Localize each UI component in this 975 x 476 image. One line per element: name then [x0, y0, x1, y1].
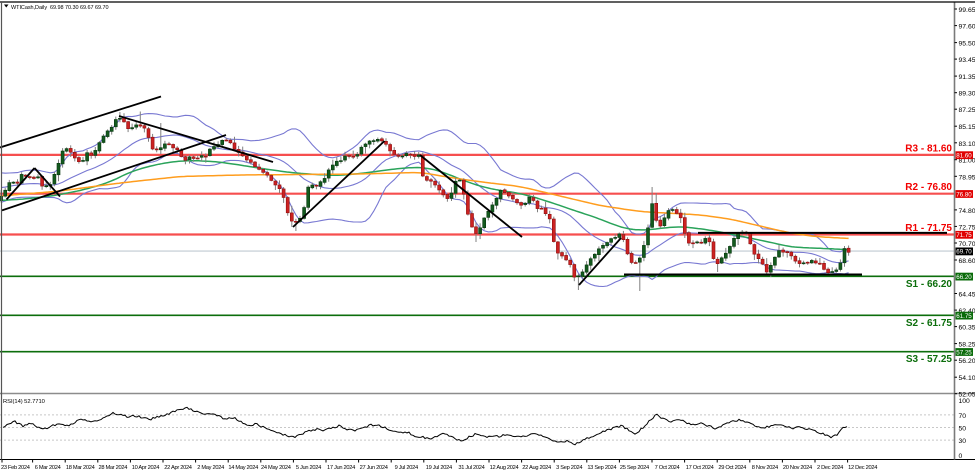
svg-text:RSI(14) 52.7710: RSI(14) 52.7710 — [3, 399, 45, 405]
svg-text:99.65: 99.65 — [959, 7, 975, 14]
svg-text:6 Mar 2024: 6 Mar 2024 — [35, 465, 61, 471]
svg-text:20 Nov 2024: 20 Nov 2024 — [783, 465, 812, 471]
svg-text:52.05: 52.05 — [959, 392, 975, 399]
svg-text:2 Dec 2024: 2 Dec 2024 — [817, 465, 843, 471]
svg-text:72.75: 72.75 — [959, 224, 975, 231]
svg-text:95.50: 95.50 — [959, 41, 975, 48]
svg-text:87.25: 87.25 — [959, 107, 975, 114]
svg-text:78.95: 78.95 — [959, 174, 975, 181]
svg-text:S2 - 61.75: S2 - 61.75 — [906, 318, 953, 329]
svg-text:12 Dec 2024: 12 Dec 2024 — [848, 465, 877, 471]
svg-text:69.70: 69.70 — [956, 249, 972, 256]
svg-text:7 Oct 2024: 7 Oct 2024 — [655, 465, 680, 471]
svg-text:3 Sep 2024: 3 Sep 2024 — [556, 465, 582, 471]
svg-text:66.20: 66.20 — [956, 274, 972, 281]
svg-text:100: 100 — [959, 398, 971, 405]
svg-text:22 Aug 2024: 22 Aug 2024 — [522, 465, 551, 471]
svg-text:97.60: 97.60 — [959, 24, 975, 31]
svg-text:62.40: 62.40 — [959, 308, 975, 315]
svg-text:9 Jul 2024: 9 Jul 2024 — [395, 465, 418, 471]
svg-text:R1 - 71.75: R1 - 71.75 — [905, 223, 952, 234]
svg-text:61.75: 61.75 — [956, 313, 972, 320]
svg-text:89.30: 89.30 — [959, 91, 975, 98]
svg-text:17 Oct 2024: 17 Oct 2024 — [686, 465, 714, 471]
svg-text:58.25: 58.25 — [959, 342, 975, 349]
svg-text:30: 30 — [959, 438, 967, 445]
svg-text:R3 - 81.60: R3 - 81.60 — [905, 143, 952, 154]
svg-text:85.15: 85.15 — [959, 124, 975, 131]
svg-text:60.35: 60.35 — [959, 325, 975, 332]
svg-text:13 Sep 2024: 13 Sep 2024 — [587, 465, 616, 471]
svg-text:31 Jul 2024: 31 Jul 2024 — [458, 465, 484, 471]
svg-text:71.75: 71.75 — [956, 232, 972, 239]
svg-text:2 May 2024: 2 May 2024 — [197, 465, 224, 471]
svg-text:17 Jun 2024: 17 Jun 2024 — [327, 465, 355, 471]
svg-text:57.25: 57.25 — [956, 349, 972, 356]
svg-text:93.45: 93.45 — [959, 57, 975, 64]
svg-text:18 Mar 2024: 18 Mar 2024 — [66, 465, 95, 471]
svg-text:64.45: 64.45 — [959, 292, 975, 299]
svg-text:54.10: 54.10 — [959, 375, 975, 382]
svg-text:76.80: 76.80 — [956, 191, 972, 198]
svg-text:83.10: 83.10 — [959, 141, 975, 148]
svg-text:25 Sep 2024: 25 Sep 2024 — [620, 465, 649, 471]
svg-text:12 Aug 2024: 12 Aug 2024 — [490, 465, 519, 471]
svg-text:56.20: 56.20 — [959, 358, 975, 365]
svg-text:14 May 2024: 14 May 2024 — [228, 465, 258, 471]
svg-text:24 May 2024: 24 May 2024 — [261, 465, 291, 471]
svg-text:19 Jul 2024: 19 Jul 2024 — [426, 465, 452, 471]
svg-text:WTICash,Daily 69.98 70.30 69.: WTICash,Daily 69.98 70.30 69.67 69.70 — [11, 5, 108, 11]
svg-text:8 Nov 2024: 8 Nov 2024 — [752, 465, 778, 471]
svg-text:50: 50 — [959, 426, 967, 433]
svg-text:10 Apr 2024: 10 Apr 2024 — [132, 465, 160, 471]
svg-text:23 Feb 2024: 23 Feb 2024 — [1, 465, 30, 471]
svg-text:22 Apr 2024: 22 Apr 2024 — [164, 465, 192, 471]
svg-text:70: 70 — [959, 413, 967, 420]
svg-text:5 Jun 2024: 5 Jun 2024 — [296, 465, 321, 471]
svg-text:29 Oct 2024: 29 Oct 2024 — [718, 465, 746, 471]
svg-text:S1 - 66.20: S1 - 66.20 — [906, 279, 953, 290]
svg-text:28 Mar 2024: 28 Mar 2024 — [98, 465, 127, 471]
svg-text:27 Jun 2024: 27 Jun 2024 — [360, 465, 388, 471]
svg-text:70.70: 70.70 — [959, 241, 975, 248]
svg-text:R2 - 76.80: R2 - 76.80 — [905, 182, 952, 193]
svg-text:S3 - 57.25: S3 - 57.25 — [906, 354, 953, 365]
svg-text:91.35: 91.35 — [959, 74, 975, 81]
svg-text:81.00: 81.00 — [959, 158, 975, 165]
svg-text:0: 0 — [959, 453, 963, 460]
svg-text:81.60: 81.60 — [956, 153, 972, 160]
svg-text:74.80: 74.80 — [959, 208, 975, 215]
svg-text:68.60: 68.60 — [959, 258, 975, 265]
